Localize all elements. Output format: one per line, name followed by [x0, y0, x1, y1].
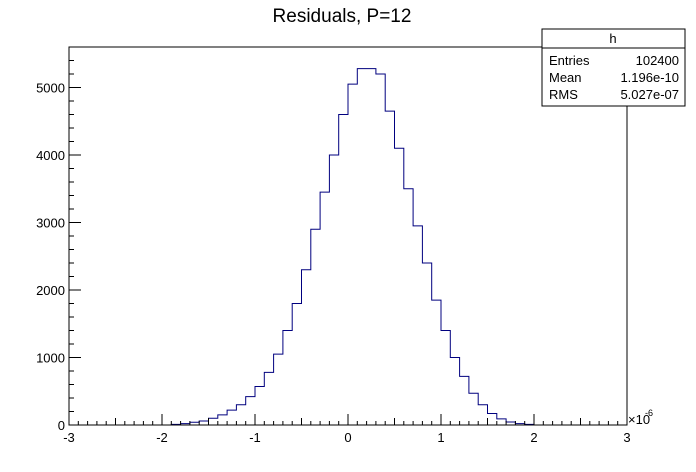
histogram-bin — [367, 69, 376, 425]
y-tick-label: 3000 — [36, 216, 65, 231]
stats-entries-label: Entries — [549, 53, 590, 68]
histogram-bin — [460, 376, 469, 425]
histogram-bin — [209, 418, 218, 425]
histogram-bin — [478, 405, 487, 425]
histogram-bin — [348, 84, 357, 425]
histogram-bin — [404, 189, 413, 425]
histogram-bin — [450, 358, 459, 426]
stats-mean-value: 1.196e-10 — [620, 70, 679, 85]
stats-box-name: h — [609, 31, 616, 46]
x-multiplier-label: ×10 — [628, 412, 650, 427]
histogram-bin — [422, 263, 431, 425]
x-tick-label: 0 — [344, 430, 351, 445]
histogram-bin — [469, 393, 478, 425]
stats-box: h Entries 102400 Mean 1.196e-10 RMS 5.02… — [541, 28, 686, 107]
y-tick-label: 5000 — [36, 81, 65, 96]
x-tick-label: 3 — [623, 430, 630, 445]
x-tick-label: 2 — [530, 430, 537, 445]
stats-box-frame — [541, 28, 686, 107]
stats-rms-label: RMS — [549, 87, 578, 102]
histogram-bin — [320, 192, 329, 425]
histogram-bin — [255, 387, 264, 425]
histogram-bin — [329, 155, 338, 425]
histogram-bin — [488, 414, 497, 425]
x-multiplier: ×10 -6 — [628, 408, 653, 427]
histogram-bin — [236, 405, 245, 425]
x-tick-label: 1 — [437, 430, 444, 445]
histogram-bin — [311, 229, 320, 425]
histogram-bin — [199, 421, 208, 425]
histogram-bin — [432, 300, 441, 425]
histogram-bin — [302, 270, 311, 425]
histogram-bin — [264, 372, 273, 425]
histogram-bars — [170, 68, 535, 426]
chart-title: Residuals, P=12 — [273, 6, 412, 27]
y-tick-label: 4000 — [36, 148, 65, 163]
x-multiplier-exponent: -6 — [645, 408, 653, 418]
x-axis: -3 -2 -1 0 1 2 3 — [63, 414, 631, 445]
histogram-bin — [395, 148, 404, 425]
y-tick-label: 1000 — [36, 351, 65, 366]
histogram-bin — [339, 115, 348, 426]
x-tick-label: -2 — [156, 430, 168, 445]
histogram-bin — [274, 354, 283, 425]
histogram-bin — [246, 397, 255, 425]
stats-rms-value: 5.027e-07 — [620, 87, 679, 102]
histogram-bin — [283, 331, 292, 426]
histogram-bin — [376, 74, 385, 425]
histogram-bin — [357, 69, 366, 425]
histogram-bin — [497, 419, 506, 425]
x-tick-label: -1 — [249, 430, 261, 445]
histogram-bin — [218, 415, 227, 425]
stats-entries-value: 102400 — [636, 53, 679, 68]
histogram-bin — [292, 304, 301, 426]
histogram-outline — [170, 68, 535, 425]
x-tick-label: -3 — [63, 430, 75, 445]
y-tick-label: 2000 — [36, 283, 65, 298]
histogram-bin — [227, 410, 236, 425]
stats-mean-label: Mean — [549, 70, 582, 85]
histogram-bin — [441, 331, 450, 426]
y-tick-label: 0 — [58, 418, 65, 433]
histogram-bin — [413, 226, 422, 425]
histogram-bin — [385, 111, 394, 425]
y-axis: 0 1000 2000 3000 4000 5000 — [36, 46, 81, 433]
